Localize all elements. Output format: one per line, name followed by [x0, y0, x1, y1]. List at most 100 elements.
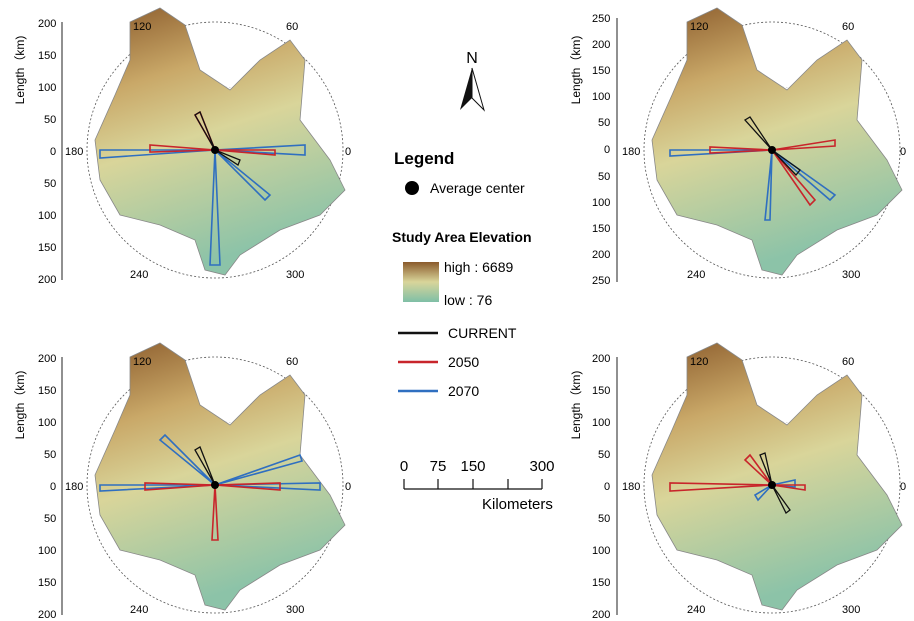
tick-label: 150 [38, 242, 56, 254]
angle-label: 120 [133, 356, 151, 368]
elevation-color-ramp [403, 262, 439, 302]
tick-label: 50 [44, 449, 56, 461]
tick-label: 100 [592, 545, 610, 557]
angle-label: 120 [690, 21, 708, 33]
study-area-elevation-map [651, 342, 903, 611]
rose-series-2050 [144, 482, 281, 541]
tick-label: 0 [50, 146, 56, 158]
y-axis-ticks: 200 150 100 50 0 50 100 150 200 [592, 353, 610, 621]
angle-label: 60 [286, 21, 298, 33]
y-axis-ticks: 200 150 100 50 0 50 100 150 200 [38, 18, 56, 286]
tick-label: 50 [598, 449, 610, 461]
rose-series-current [194, 111, 241, 166]
scale-tick-label: 150 [460, 458, 485, 475]
polar-grid-circle [643, 21, 901, 279]
tick-label: 150 [592, 385, 610, 397]
rose-map-panel-1: Length（km) 200 150 100 50 0 50 100 150 2… [13, 7, 351, 286]
tick-label: 150 [592, 65, 610, 77]
tick-label: 100 [592, 197, 610, 209]
north-arrow-icon: N [460, 50, 486, 112]
legend-label-2070: 2070 [448, 383, 479, 399]
rose-series-current [194, 446, 216, 486]
tick-label: 150 [592, 577, 610, 589]
tick-label: 50 [598, 171, 610, 183]
y-axis-ticks: 250 200 150 100 50 0 50 100 150 200 250 [592, 13, 610, 287]
tick-label: 250 [592, 275, 610, 287]
legend-label-2050: 2050 [448, 354, 479, 370]
legend-title: Legend [394, 149, 454, 168]
tick-label: 200 [592, 353, 610, 365]
angle-label: 60 [286, 356, 298, 368]
legend-column: N Legend Average center Study Area Eleva… [392, 50, 555, 513]
average-center-label: Average center [430, 180, 525, 196]
study-area-elevation-map [94, 342, 346, 611]
tick-label: 150 [38, 50, 56, 62]
tick-label: 200 [38, 353, 56, 365]
angle-label: 0 [900, 481, 906, 493]
y-axis-label: Length（km) [13, 36, 27, 105]
y-axis-label: Length（km) [13, 371, 27, 440]
angle-label: 60 [842, 356, 854, 368]
tick-label: 200 [38, 274, 56, 286]
rose-map-panel-4: Length（km) 200 150 100 50 0 50 100 150 2… [569, 342, 906, 621]
scale-bar: 0 75 150 300 Kilometers [400, 458, 555, 513]
polar-grid-circle [86, 356, 344, 614]
angle-label: 240 [687, 604, 705, 616]
tick-label: 0 [50, 481, 56, 493]
angle-label: 300 [286, 604, 304, 616]
rose-series-current [759, 452, 791, 514]
average-center-marker [768, 481, 776, 489]
y-axis-label: Length（km) [569, 371, 583, 440]
elevation-low-label: low : 76 [444, 292, 492, 308]
legend-label-current: CURRENT [448, 325, 517, 341]
tick-label: 50 [44, 114, 56, 126]
angle-label: 240 [130, 269, 148, 281]
polar-grid-circle [643, 356, 901, 614]
angle-label: 300 [286, 269, 304, 281]
y-axis-ticks: 200 150 100 50 0 50 100 150 200 [38, 353, 56, 621]
polar-grid-circle [86, 21, 344, 279]
tick-label: 200 [592, 609, 610, 621]
tick-label: 0 [604, 481, 610, 493]
angle-label: 180 [65, 146, 83, 158]
tick-label: 200 [592, 249, 610, 261]
angle-label: 0 [345, 146, 351, 158]
angle-label: 0 [345, 481, 351, 493]
north-label: N [466, 50, 478, 67]
average-center-marker [768, 146, 776, 154]
tick-label: 200 [38, 18, 56, 30]
angle-label: 180 [65, 481, 83, 493]
tick-label: 200 [592, 39, 610, 51]
scale-tick-label: 300 [529, 458, 554, 475]
tick-label: 50 [598, 117, 610, 129]
rose-series-2050 [709, 139, 836, 207]
tick-label: 50 [44, 513, 56, 525]
tick-label: 150 [38, 577, 56, 589]
y-axis-label: Length（km) [569, 36, 583, 105]
tick-label: 50 [44, 178, 56, 190]
study-area-elevation-map [94, 7, 346, 276]
tick-label: 100 [38, 417, 56, 429]
tick-label: 100 [38, 210, 56, 222]
tick-label: 150 [592, 223, 610, 235]
scale-tick-label: 0 [400, 458, 408, 475]
tick-label: 100 [592, 417, 610, 429]
angle-label: 120 [690, 356, 708, 368]
tick-label: 100 [38, 545, 56, 557]
rose-series-2050 [669, 453, 806, 492]
angle-label: 240 [687, 269, 705, 281]
average-center-marker [211, 146, 219, 154]
average-center-marker [211, 481, 219, 489]
angle-label: 60 [842, 21, 854, 33]
angle-label: 0 [900, 146, 906, 158]
tick-label: 0 [604, 144, 610, 156]
angle-label: 240 [130, 604, 148, 616]
elevation-title: Study Area Elevation [392, 229, 532, 245]
tick-label: 200 [38, 609, 56, 621]
tick-label: 100 [38, 82, 56, 94]
rose-series-2070 [99, 433, 321, 492]
rose-map-panel-3: Length（km) 200 150 100 50 0 50 100 150 2… [13, 342, 351, 621]
angle-label: 300 [842, 604, 860, 616]
average-center-legend-icon [405, 181, 419, 195]
